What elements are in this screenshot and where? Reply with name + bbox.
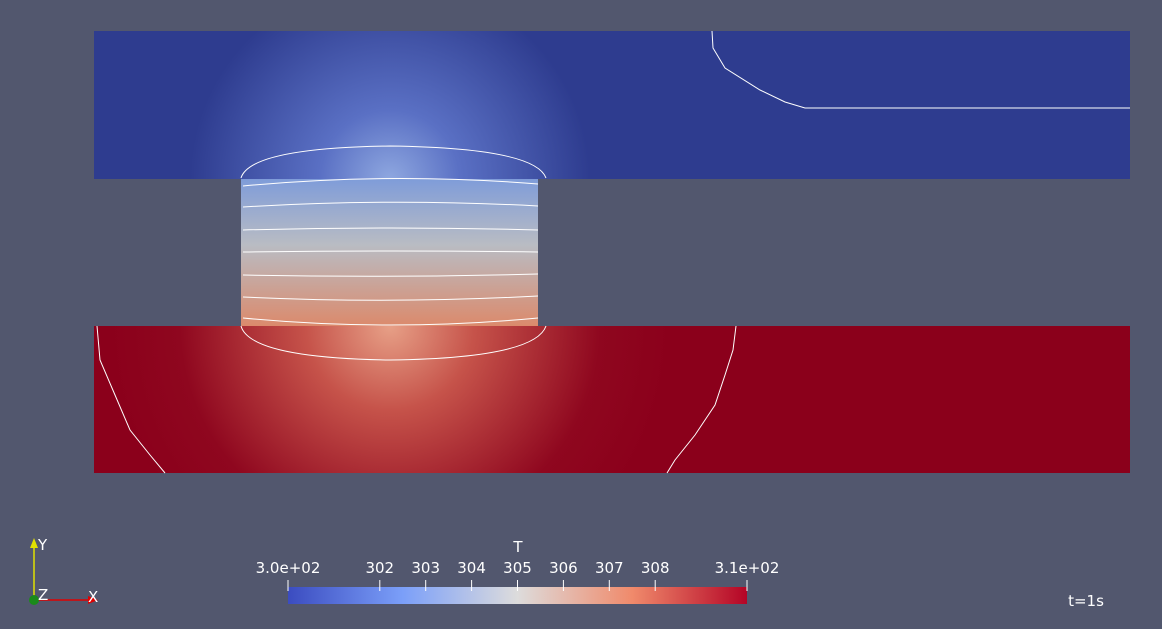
y-arrowhead xyxy=(30,538,38,548)
tick-label: 303 xyxy=(411,559,440,577)
y-axis-label: Y xyxy=(37,536,48,554)
tick-label: 3.1e+02 xyxy=(715,559,780,577)
x-arrowhead xyxy=(88,596,98,604)
top-region xyxy=(94,31,1130,179)
x-axis-label: X xyxy=(88,588,98,606)
tick-label: 308 xyxy=(641,559,670,577)
tick-label: 3.0e+02 xyxy=(256,559,321,577)
color-bar: T 3.0e+02 302 303 304 305 306 307 308 3.1e+02 xyxy=(256,538,780,604)
tick-label: 302 xyxy=(365,559,394,577)
color-bar-title: T xyxy=(512,538,523,556)
z-axis-label: Z xyxy=(38,586,48,604)
contours xyxy=(96,30,1130,474)
color-bar-gradient xyxy=(288,587,747,604)
neck-region xyxy=(241,179,538,326)
bottom-region xyxy=(94,326,1130,473)
time-annotation: t=1s xyxy=(1068,592,1104,610)
geometry xyxy=(94,30,1130,474)
tick-label: 305 xyxy=(503,559,532,577)
tick-label: 307 xyxy=(595,559,624,577)
tick-label: 306 xyxy=(549,559,578,577)
z-axis-dot xyxy=(29,595,39,605)
axes-triad: Y Z X xyxy=(29,536,98,606)
tick-label: 304 xyxy=(457,559,486,577)
